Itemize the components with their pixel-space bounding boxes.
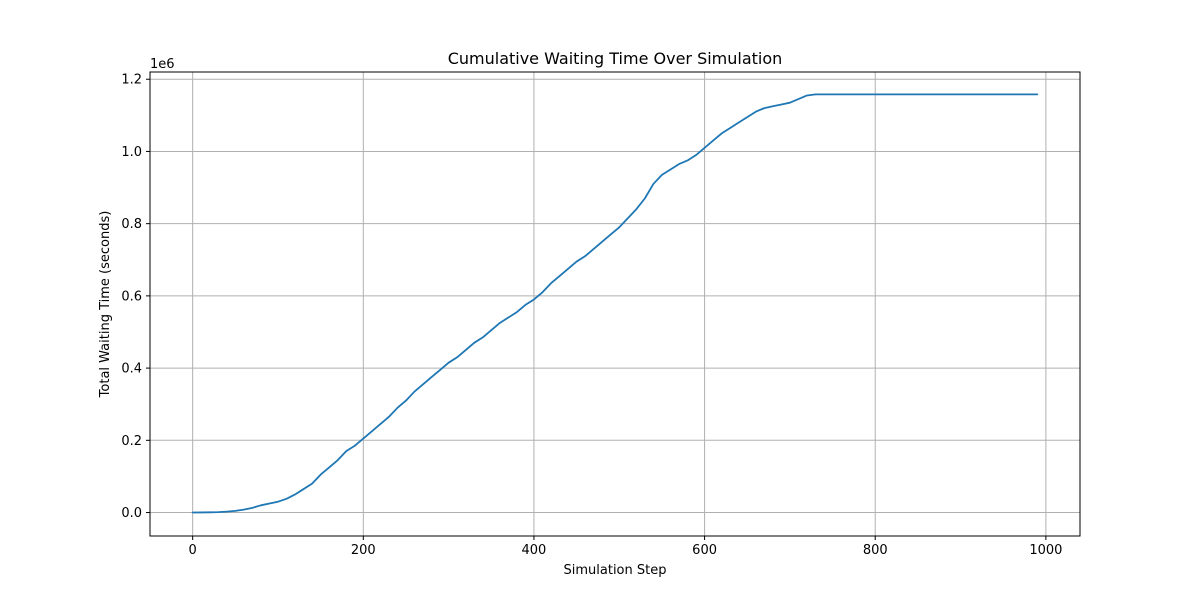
y-tick-label: 0.4 — [121, 362, 142, 377]
x-tick-label: 1000 — [1029, 543, 1062, 558]
x-tick-label: 800 — [863, 543, 888, 558]
y-tick-label: 1.2 — [121, 73, 142, 88]
chart-title: Cumulative Waiting Time Over Simulation — [448, 49, 783, 68]
series-line — [191, 93, 1039, 514]
y-tick-label: 0.0 — [121, 506, 142, 521]
x-tick-label: 0 — [189, 543, 197, 558]
x-tick-label: 400 — [522, 543, 547, 558]
y-tick-label: 0.2 — [121, 434, 142, 449]
series-layer — [191, 93, 1039, 514]
y-offset-label: 1e6 — [150, 57, 175, 72]
x-axis-label: Simulation Step — [564, 563, 667, 578]
x-tick-label: 200 — [351, 543, 376, 558]
gridlines — [150, 72, 1080, 536]
y-tick-label: 0.8 — [121, 217, 142, 232]
y-axis-label: Total Waiting Time (seconds) — [98, 211, 113, 399]
y-tick-label: 1.0 — [121, 145, 142, 160]
plot-frame — [149, 71, 1081, 537]
y-tick-label: 0.6 — [121, 289, 142, 304]
x-tick-label: 600 — [692, 543, 717, 558]
axis-ticks: 0 200 400 600 800 1000 0.0 0.2 0.4 0.6 0.8 1.0 1.2 — [121, 73, 1062, 558]
